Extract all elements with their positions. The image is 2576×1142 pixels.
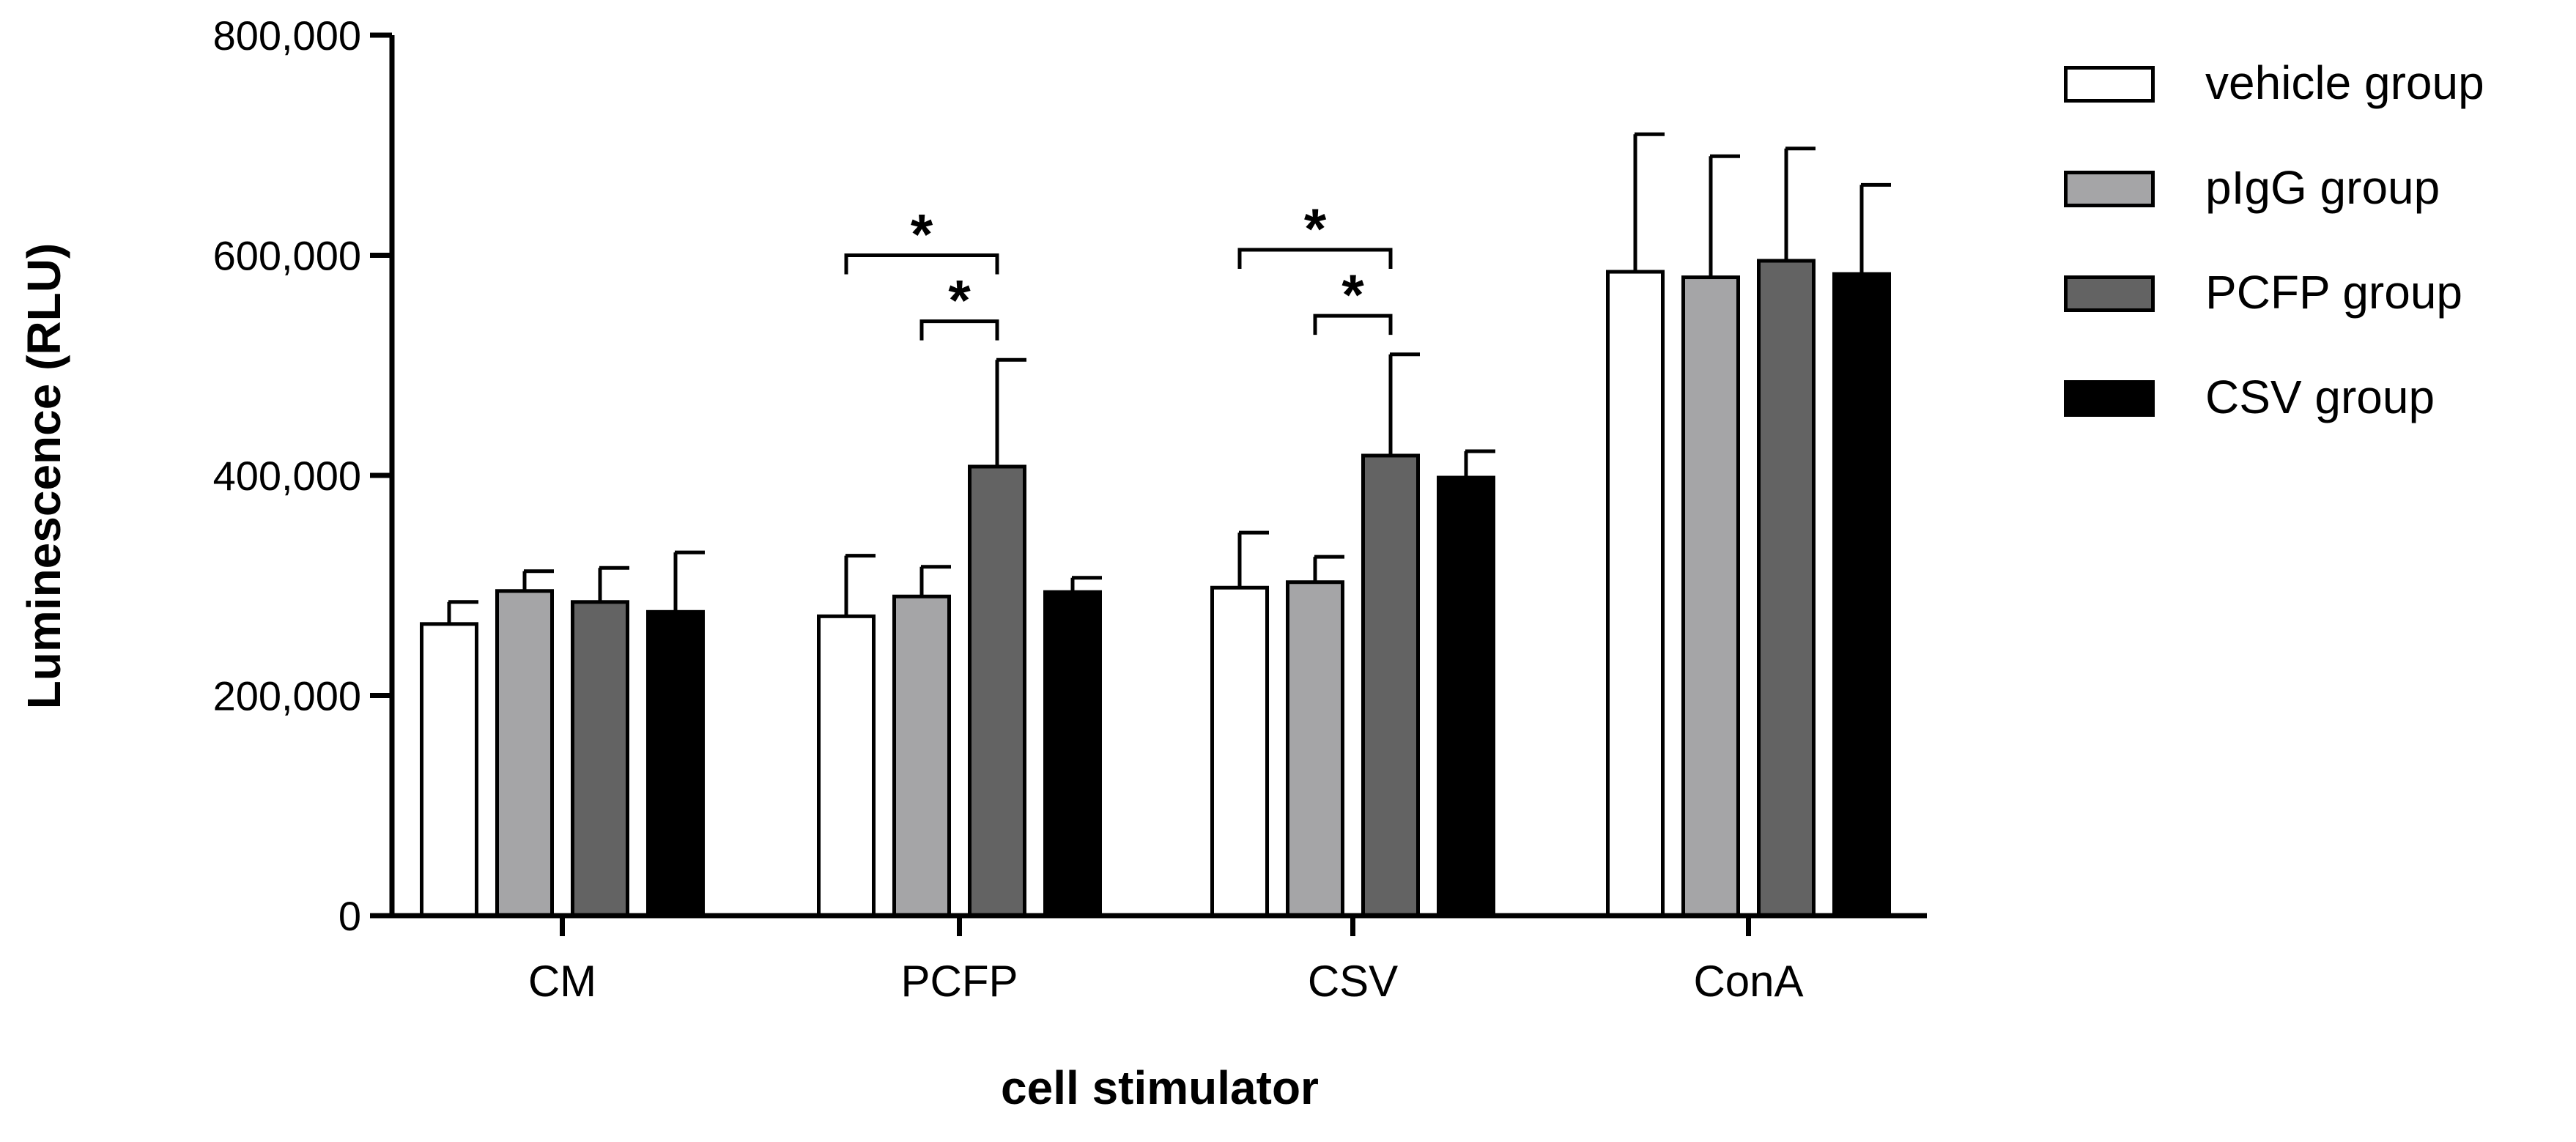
legend-swatch-0 — [2064, 66, 2155, 103]
bar-ConA-pIgG-group — [1681, 275, 1740, 918]
x-tick-label-CM: CM — [528, 957, 596, 1006]
y-tick-label-4: 800,000 — [213, 12, 361, 59]
significance-bracket-1 — [919, 319, 999, 341]
bar-PCFP-vehicle-group — [817, 614, 876, 918]
significance-bracket-2 — [1237, 248, 1393, 269]
bar-PCFP-CSV-group — [1043, 590, 1102, 918]
significance-bracket-0 — [844, 253, 999, 275]
y-tick-label-3: 600,000 — [213, 233, 361, 279]
plot-marks: **** — [420, 132, 1891, 918]
legend: vehicle group pIgG group PCFP group CSV gro… — [2064, 56, 2484, 423]
y-tick-label-0: 0 — [338, 893, 361, 939]
significance-star-1: * — [948, 268, 971, 333]
significance-star-3: * — [1341, 262, 1364, 327]
bar-CM-PCFP-group — [571, 600, 629, 918]
bar-ConA-PCFP-group — [1757, 259, 1816, 918]
legend-label-1: pIgG group — [2205, 161, 2440, 214]
x-tick-label-PCFP: PCFP — [900, 957, 1018, 1006]
significance-star-2: * — [1304, 196, 1327, 261]
bar-CM-pIgG-group — [495, 589, 554, 918]
x-tick-label-ConA: ConA — [1693, 957, 1803, 1006]
legend-label-3: CSV group — [2205, 371, 2435, 423]
bar-CSV-vehicle-group — [1210, 585, 1269, 918]
bar-CSV-CSV-group — [1437, 475, 1495, 918]
bar-CM-vehicle-group — [420, 622, 478, 918]
bar-CM-CSV-group — [646, 609, 705, 918]
y-tick-label-1: 200,000 — [213, 673, 361, 719]
bar-CSV-PCFP-group — [1361, 453, 1420, 918]
bar-CSV-pIgG-group — [1286, 580, 1344, 918]
axes: 0 200,000 400,000 600,000 800,000 CM PCFP CSV Co… — [18, 12, 1927, 1114]
legend-label-0: vehicle group — [2205, 56, 2484, 109]
legend-swatch-2 — [2064, 275, 2155, 312]
bar-PCFP-PCFP-group — [968, 464, 1026, 918]
bar-ConA-vehicle-group — [1606, 270, 1665, 918]
y-tick-label-2: 400,000 — [213, 453, 361, 499]
x-tick-label-CSV: CSV — [1308, 957, 1398, 1006]
bar-ConA-CSV-group — [1832, 272, 1891, 918]
legend-swatch-1 — [2064, 171, 2155, 207]
legend-swatch-3 — [2064, 380, 2155, 417]
bar-PCFP-pIgG-group — [892, 594, 951, 918]
significance-bracket-3 — [1313, 314, 1393, 335]
legend-label-2: PCFP group — [2205, 266, 2462, 319]
y-axis-title: Luminescence (RLU) — [18, 243, 70, 710]
x-axis-title: cell stimulator — [1001, 1061, 1319, 1114]
significance-star-0: * — [911, 202, 933, 267]
